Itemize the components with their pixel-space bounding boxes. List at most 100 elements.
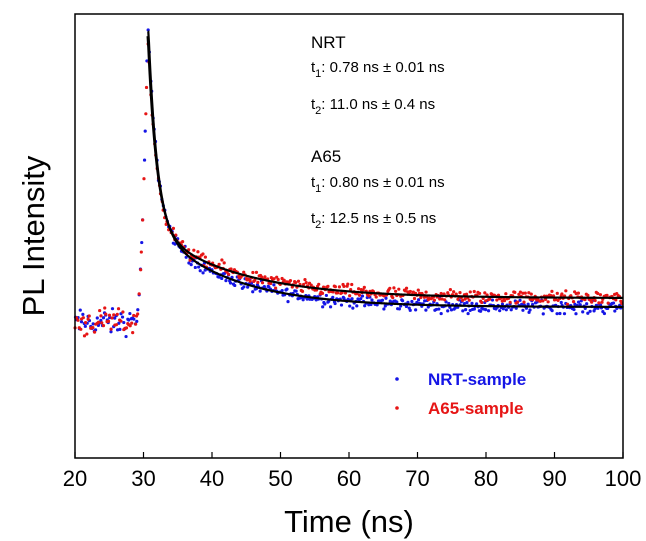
a65-sample-point [597,301,601,305]
nrt-sample-point [559,300,563,305]
a65-sample-point [391,296,395,300]
a65-sample-point [342,284,346,288]
a65-sample-point [412,296,417,301]
x-axis-ticks: 20 30 40 50 60 70 80 90 100 [63,452,642,491]
a65-sample-point [350,282,354,287]
nrt-sample-point [526,302,530,306]
a65-sample-point [269,281,273,286]
a65-sample-point [107,313,112,317]
a65-sample-point [367,294,371,298]
nrt-sample-point [466,311,470,316]
nrt-sample-point [521,308,525,312]
nrt-sample-point [136,308,140,312]
a65-sample-point [254,270,259,274]
nrt-sample-point [470,301,474,305]
plot-frame [74,13,624,459]
a65-sample-point [222,261,226,265]
nrt-sample-point [464,308,468,312]
a65-sample-point [478,291,482,296]
a65-sample-point [448,288,452,292]
nrt-sample-point [350,297,354,301]
nrt-sample-point [578,303,582,307]
nrt-sample-point [351,306,355,310]
a65-sample-point [480,300,484,305]
x-tick-label: 100 [605,466,642,491]
a65-sample-point [272,277,276,281]
a65-sample-point [458,290,462,295]
nrt-sample-point [110,307,115,311]
nrt-sample-point [414,308,418,312]
a65-sample-point [282,278,286,282]
a65-sample-point [538,299,542,303]
a65-sample-point [527,291,531,295]
a65-sample-point [388,286,392,290]
nrt-sample-point [588,309,592,313]
x-tick-label: 40 [200,466,224,491]
a65-sample-point [320,291,325,295]
a65-sample-point [424,290,428,294]
nrt-sample-point [585,302,589,306]
a65-sample-point [217,262,221,266]
legend-marker-nrt [395,377,399,381]
a65-sample-point [456,297,460,301]
annotation-a65-t1-value: : 0.80 ns ± 0.01 ns [321,174,444,191]
a65-sample-point [144,85,149,90]
nrt-sample-point [258,289,262,293]
y-axis-title: PL Intensity [16,155,51,316]
a65-sample-point [504,292,508,296]
a65-sample-point [443,298,447,302]
nrt-sample-point [446,309,450,313]
a65-sample-point [101,324,106,328]
a65-sample-point [513,290,517,294]
a65-sample-point [555,291,559,295]
nrt-sample-point [251,290,255,294]
a65-sample-point [104,312,108,316]
a65-sample-point [300,289,305,293]
nrt-sample-point [360,294,365,298]
a65-sample-point [92,330,97,334]
nrt-sample-point [531,302,535,307]
nrt-sample-point [424,308,428,312]
a65-sample-point [571,300,576,304]
a65-sample-point [605,293,609,297]
a65-sample-point [397,287,401,291]
x-axis-title: Time (ns) [284,504,414,539]
annotation-nrt-t2-subscript: 2 [315,105,321,117]
nrt-sample-point [101,316,106,320]
a65-sample-point [357,287,361,291]
nrt-sample-point [581,310,585,314]
nrt-sample-point [223,271,227,276]
nrt-sample-point [294,289,298,293]
nrt-sample-point [91,322,95,326]
nrt-sample-point [555,312,559,316]
nrt-sample-point [426,305,430,309]
x-tick-label: 60 [337,466,361,491]
nrt-sample-point [280,288,284,293]
a65-sample-point [275,275,279,279]
a65-sample-point [454,292,458,296]
nrt-sample-point [109,330,113,334]
annotation-nrt-t1-subscript: 1 [315,68,321,80]
a65-sample-point [348,294,352,298]
nrt-sample-point [201,271,205,275]
a65-sample-point [362,285,366,289]
a65-sample-point [263,275,267,279]
nrt-sample-point [228,281,233,285]
nrt-sample-point [380,298,385,302]
nrt-sample-point [323,302,327,306]
a65-sample-point [349,287,353,292]
nrt-sample-point [95,316,99,320]
a65-sample-point [464,292,469,296]
a65-sample-point [488,297,492,301]
nrt-sample-point [461,309,465,313]
legend: NRT-sample A65-sample [395,370,526,418]
nrt-sample-point [520,302,524,306]
annotation-nrt-t1-value: : 0.78 ns ± 0.01 ns [321,59,444,76]
nrt-sample-point [122,320,126,325]
a65-sample-point [518,290,523,294]
a65-sample-point [100,321,104,325]
a65-sample-point [196,250,200,254]
nrt-sample-point [140,240,144,245]
nrt-sample-point [324,293,328,298]
nrt-sample-point [447,301,451,306]
